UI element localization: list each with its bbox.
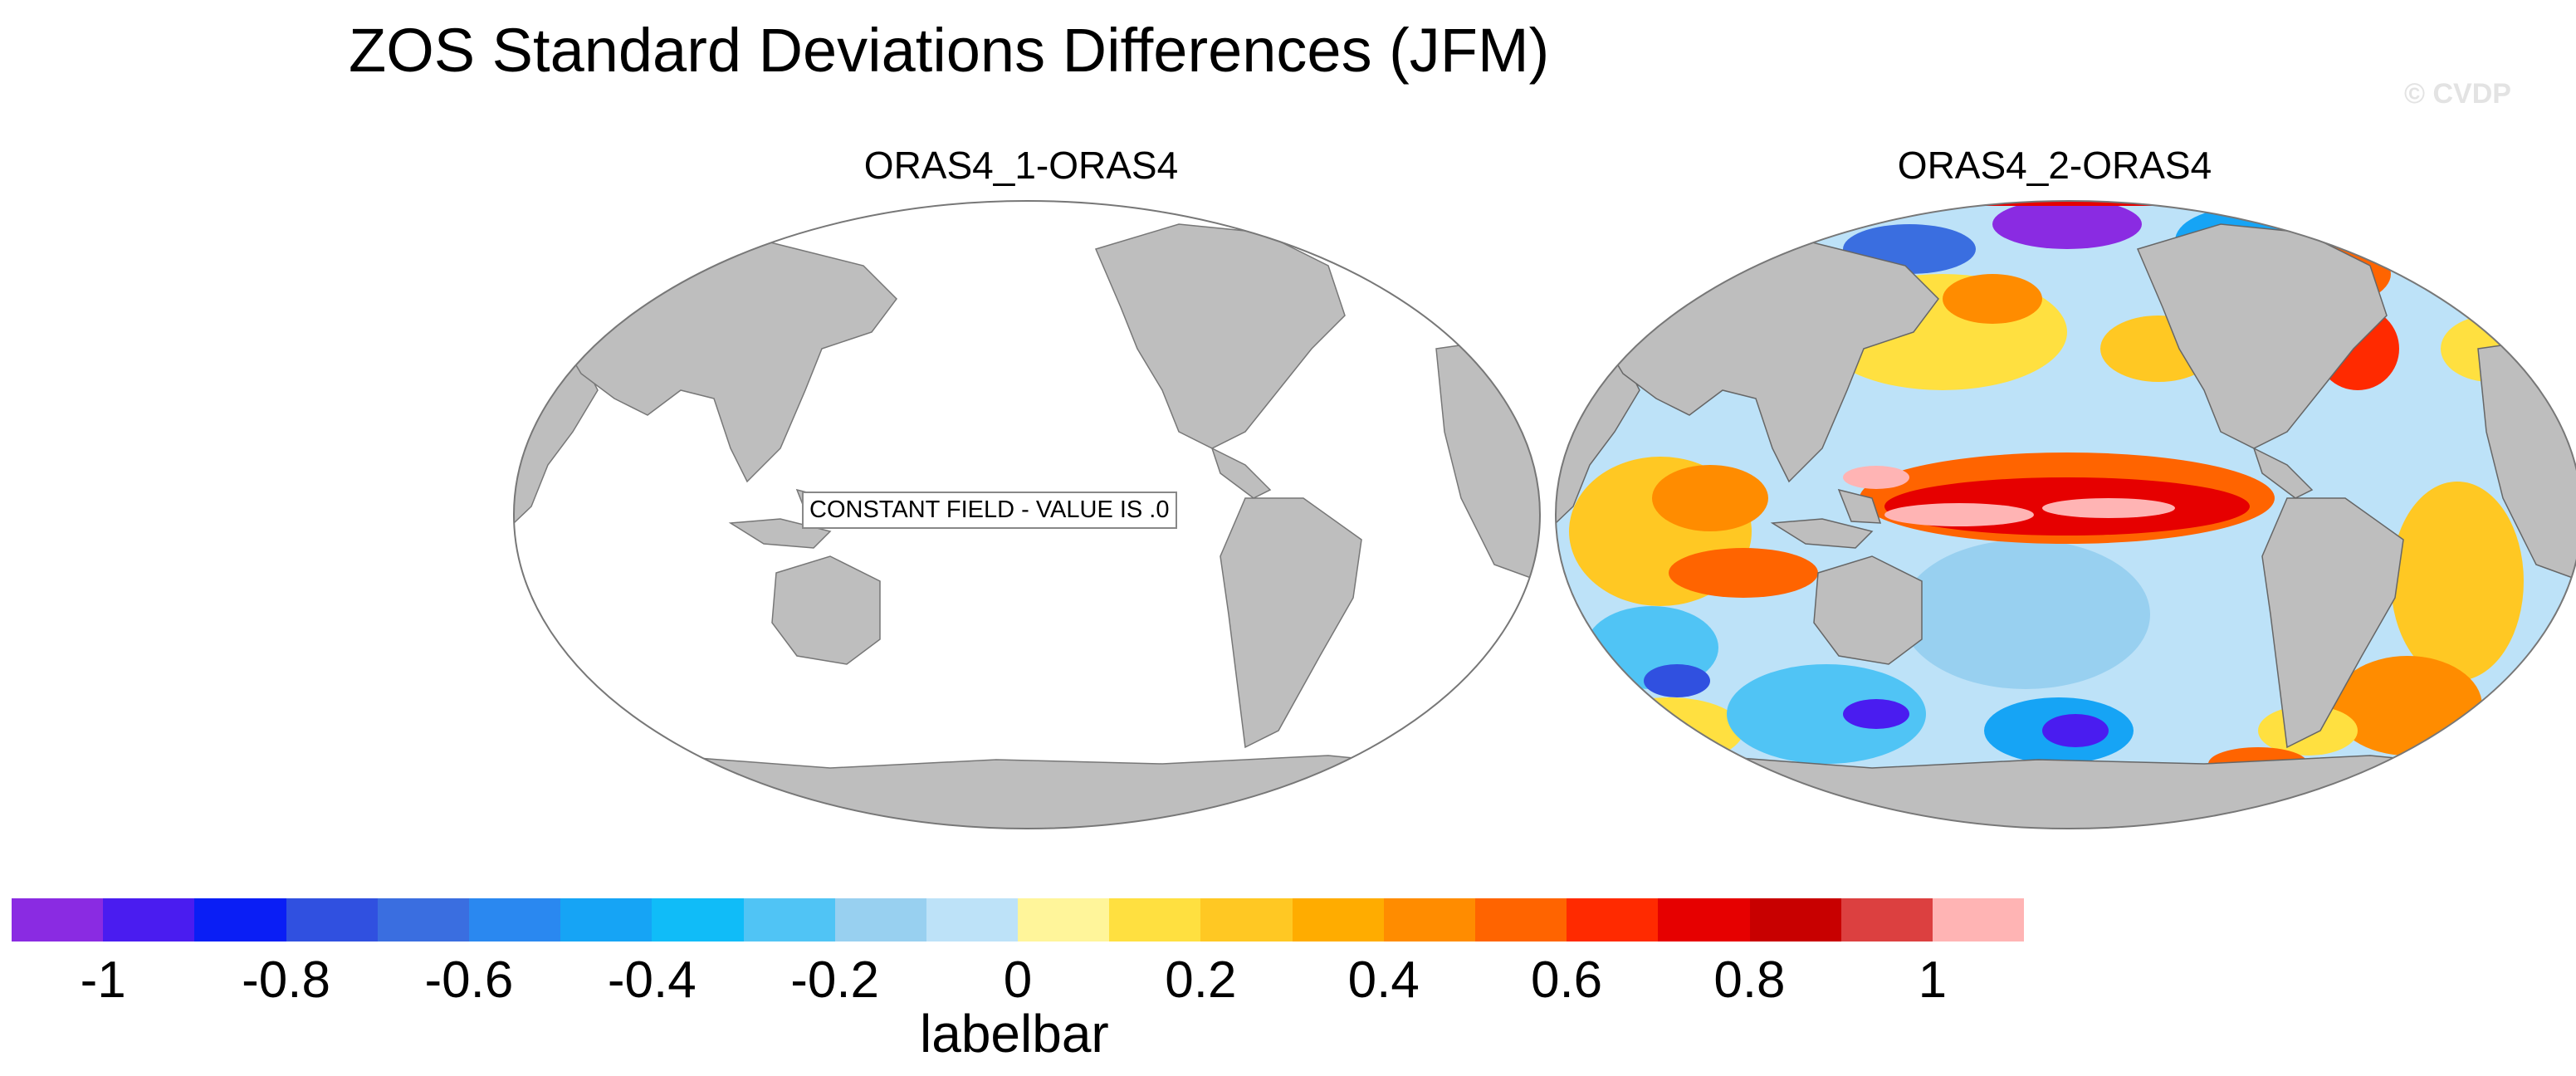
colorbar-swatch [1475,898,1567,942]
colorbar-tick-label: -0.4 [607,951,697,1009]
colorbar-swatch [743,898,835,942]
colorbar-tick-label: 0.2 [1165,951,1237,1009]
constant-field-label: CONSTANT FIELD - VALUE IS .0 [802,492,1177,529]
colorbar-tick-label: 0.8 [1713,951,1786,1009]
colorbar-title: labelbar [920,1004,1109,1064]
right-top-strip [1851,201,2266,206]
colorbar [12,898,2025,942]
right-map [1555,200,2576,829]
colorbar-swatch [1932,898,2025,942]
colorbar-swatch [1109,898,1201,942]
colorbar-swatch [377,898,469,942]
colorbar-tick-label: 0 [1003,951,1033,1009]
colorbar-swatch [1567,898,1659,942]
colorbar-swatch [103,898,195,942]
colorbar-tick-label: -0.6 [424,951,514,1009]
right-map-title: ORAS4_2-ORAS4 [1897,144,2212,187]
colorbar-swatch [12,898,104,942]
cvdp-watermark: © CVDP [2404,78,2511,110]
colorbar-swatch [194,898,286,942]
right-map-outline [1555,200,2576,829]
colorbar-swatch [1749,898,1841,942]
colorbar-swatch [1292,898,1384,942]
left-map-outline [513,200,1541,829]
colorbar-swatch [286,898,378,942]
colorbar-swatch [834,898,926,942]
colorbar-tick-label: -1 [80,951,126,1009]
colorbar-swatch [1018,898,1110,942]
left-map-title: ORAS4_1-ORAS4 [863,144,1179,187]
colorbar-tick-label: -0.8 [242,951,330,1009]
colorbar-swatch [926,898,1019,942]
colorbar-swatch [1200,898,1293,942]
colorbar-swatch [1383,898,1475,942]
colorbar-tick-label: 0.6 [1530,951,1603,1009]
colorbar-swatch [468,898,561,942]
colorbar-tick-label: 0.4 [1347,951,1420,1009]
colorbar-swatch [560,898,653,942]
colorbar-tick-label: -0.2 [790,951,880,1009]
figure-title: ZOS Standard Deviations Differences (JFM… [349,16,1550,85]
colorbar-tick-label: 1 [1918,951,1948,1009]
colorbar-swatch [1840,898,1933,942]
colorbar-swatch [1658,898,1750,942]
colorbar-swatch [652,898,744,942]
